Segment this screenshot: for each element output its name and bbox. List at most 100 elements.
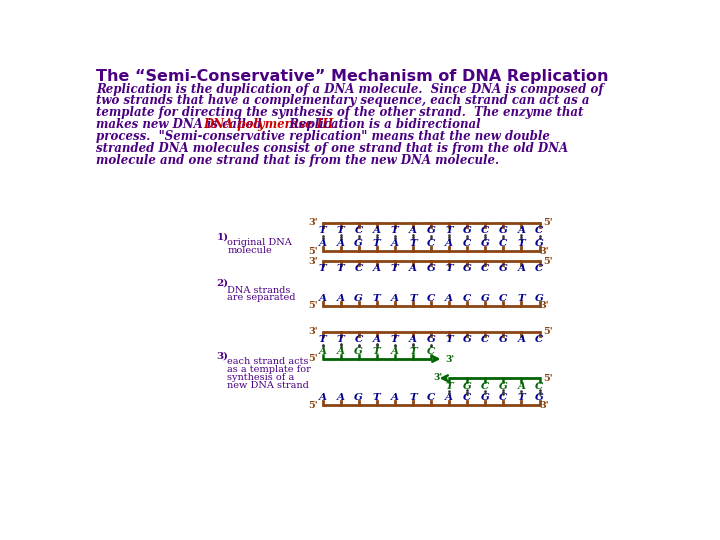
Text: A: A: [336, 294, 345, 302]
Text: A: A: [318, 294, 326, 302]
Text: C: C: [536, 226, 544, 235]
Text: A: A: [409, 335, 417, 344]
Text: A: A: [318, 393, 326, 402]
Text: each strand acts: each strand acts: [228, 357, 309, 367]
Text: G: G: [463, 265, 472, 273]
Text: C: C: [481, 226, 490, 235]
Text: C: C: [536, 335, 544, 344]
Text: A: A: [373, 265, 381, 273]
Text: 1): 1): [216, 233, 228, 242]
Text: 5': 5': [309, 247, 318, 255]
Text: G: G: [463, 226, 472, 235]
Text: A: A: [373, 335, 381, 344]
Text: T: T: [373, 239, 381, 248]
Text: C: C: [354, 335, 363, 344]
Text: T: T: [445, 265, 453, 273]
Text: A: A: [409, 226, 417, 235]
Text: C: C: [463, 393, 472, 402]
Text: molecule and one strand that is from the new DNA molecule.: molecule and one strand that is from the…: [96, 154, 500, 167]
Text: T: T: [409, 393, 417, 402]
Text: molecule: molecule: [228, 246, 272, 255]
Text: T: T: [319, 265, 326, 273]
Text: C: C: [427, 239, 435, 248]
Text: C: C: [463, 239, 472, 248]
Text: C: C: [354, 265, 363, 273]
Text: G: G: [535, 239, 544, 248]
Text: 3': 3': [539, 247, 549, 255]
Text: A: A: [445, 393, 453, 402]
Text: T: T: [391, 335, 399, 344]
Text: G: G: [354, 239, 363, 248]
Text: G: G: [463, 382, 472, 391]
Text: template for directing the synthesis of the other strand.  The enzyme that: template for directing the synthesis of …: [96, 106, 584, 119]
Text: 5': 5': [544, 374, 553, 383]
Text: 3): 3): [216, 351, 228, 360]
Text: A: A: [336, 393, 345, 402]
Text: C: C: [499, 294, 508, 302]
Text: G: G: [426, 335, 436, 344]
Text: process.  "Semi-conservative replication" means that the new double: process. "Semi-conservative replication"…: [96, 130, 550, 143]
Text: 3': 3': [446, 355, 455, 364]
Text: T: T: [373, 347, 381, 356]
Text: G: G: [354, 393, 363, 402]
Text: 3': 3': [433, 373, 443, 382]
Text: G: G: [535, 393, 544, 402]
Text: A: A: [336, 347, 345, 356]
Text: A: A: [391, 294, 399, 302]
Text: C: C: [427, 347, 435, 356]
Text: T: T: [337, 226, 344, 235]
Text: A: A: [518, 226, 526, 235]
Text: 5': 5': [309, 301, 318, 310]
Text: T: T: [391, 265, 399, 273]
Text: T: T: [409, 239, 417, 248]
Text: new DNA strand: new DNA strand: [228, 381, 309, 389]
Text: C: C: [481, 265, 490, 273]
Text: 5': 5': [544, 327, 553, 336]
Text: 3': 3': [308, 256, 318, 266]
Text: T: T: [337, 335, 344, 344]
Text: C: C: [499, 393, 508, 402]
Text: T: T: [518, 393, 526, 402]
Text: 3': 3': [308, 218, 318, 227]
Text: T: T: [319, 226, 326, 235]
Text: 5': 5': [544, 218, 553, 227]
Text: T: T: [445, 226, 453, 235]
Text: T: T: [518, 294, 526, 302]
Text: makes new DNA is called: makes new DNA is called: [96, 118, 266, 131]
Text: T: T: [337, 265, 344, 273]
Text: 2): 2): [216, 279, 228, 288]
Text: G: G: [481, 294, 490, 302]
Text: G: G: [499, 335, 508, 344]
Text: A: A: [518, 335, 526, 344]
Text: synthesis of a: synthesis of a: [228, 373, 294, 382]
Text: A: A: [518, 265, 526, 273]
Text: DNA polymerase III.: DNA polymerase III.: [203, 118, 338, 131]
Text: C: C: [499, 239, 508, 248]
Text: G: G: [499, 265, 508, 273]
Text: A: A: [318, 347, 326, 356]
Text: A: A: [391, 347, 399, 356]
Text: C: C: [427, 393, 435, 402]
Text: G: G: [426, 265, 436, 273]
Text: 5': 5': [544, 256, 553, 266]
Text: 3': 3': [308, 327, 318, 336]
Text: A: A: [391, 393, 399, 402]
Text: T: T: [445, 335, 453, 344]
Text: G: G: [499, 226, 508, 235]
Text: G: G: [354, 294, 363, 302]
Text: T: T: [409, 347, 417, 356]
Text: T: T: [319, 335, 326, 344]
Text: A: A: [409, 265, 417, 273]
Text: G: G: [463, 335, 472, 344]
Text: C: C: [463, 294, 472, 302]
Text: T: T: [409, 294, 417, 302]
Text: T: T: [373, 393, 381, 402]
Text: two strands that have a complementary sequence, each strand can act as a: two strands that have a complementary se…: [96, 94, 590, 107]
Text: Replication is a bidirectional: Replication is a bidirectional: [281, 118, 480, 131]
Text: 5': 5': [309, 354, 318, 363]
Text: T: T: [445, 382, 453, 391]
Text: A: A: [318, 239, 326, 248]
Text: Replication is the duplication of a DNA molecule.  Since DNA is composed of: Replication is the duplication of a DNA …: [96, 83, 603, 96]
Text: T: T: [391, 226, 399, 235]
Text: T: T: [518, 239, 526, 248]
